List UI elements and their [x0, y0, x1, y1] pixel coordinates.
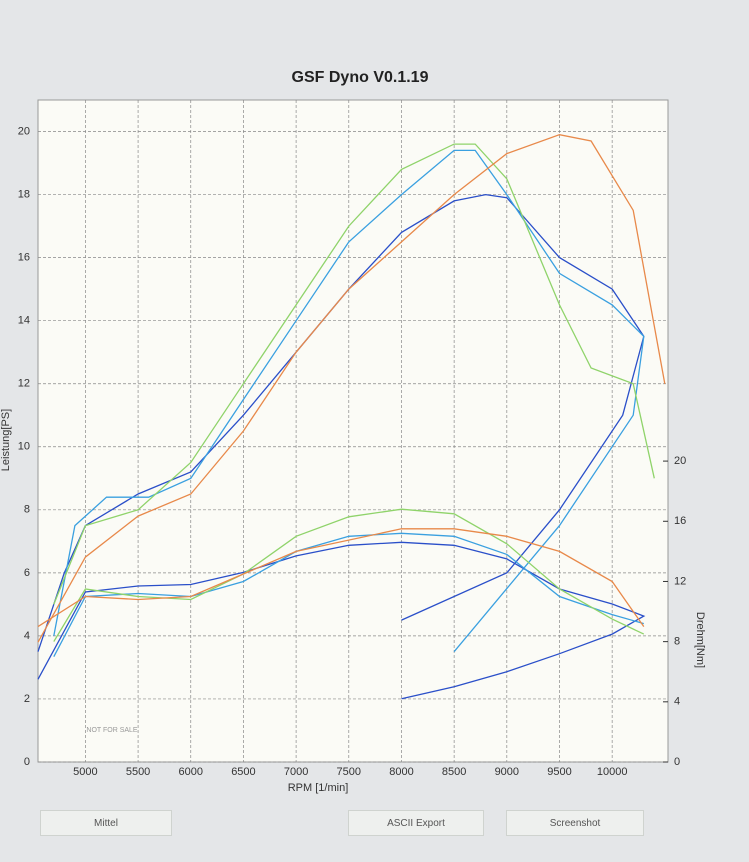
x-tick-label: 6000 [179, 766, 203, 778]
y2-tick-label: 4 [674, 696, 680, 708]
y-tick-label: 4 [24, 630, 30, 642]
line-series [53, 532, 644, 658]
y-tick-label: 14 [18, 315, 30, 327]
y-tick-label: 0 [24, 756, 30, 768]
plot-area [37, 99, 669, 763]
watermark: NOT FOR SALE [86, 727, 138, 734]
x-axis-label: RPM [1/min] [288, 782, 349, 794]
y2-tick-label: 16 [674, 515, 686, 527]
x-tick-label: 7500 [337, 766, 361, 778]
chart-title: GSF Dyno V0.1.19 [292, 69, 429, 86]
x-tick-label: 7000 [284, 766, 308, 778]
chart: GSF Dyno V0.1.19 RPM [1/min] Leistung[PS… [0, 69, 707, 794]
y-tick-label: 8 [24, 504, 30, 516]
x-tick-label: 5000 [73, 766, 97, 778]
y2-axis-label: Drehm[Nm] [694, 612, 706, 668]
y2-tick-label: 0 [674, 756, 680, 768]
x-tick-label: 9500 [547, 766, 571, 778]
button[interactable]: Mittel [40, 810, 172, 836]
x-tick-label: 8000 [389, 766, 413, 778]
y-tick-label: 20 [18, 125, 30, 137]
line-series [53, 508, 645, 642]
x-tick-label: 10000 [597, 766, 628, 778]
y-tick-label: 2 [24, 693, 30, 705]
y-tick-label: 10 [18, 441, 30, 453]
x-tick-label: 8500 [442, 766, 466, 778]
x-tick-label: 6500 [231, 766, 255, 778]
y-tick-label: 16 [18, 252, 30, 264]
button[interactable]: Screenshot [506, 810, 644, 836]
line-series [37, 528, 645, 628]
x-tick-label: 9000 [495, 766, 519, 778]
y2-tick-label: 8 [674, 636, 680, 648]
y-tick-label: 18 [18, 188, 30, 200]
y2-tick-label: 12 [674, 575, 686, 587]
button[interactable]: ASCII Export [348, 810, 484, 836]
x-tick-label: 5500 [126, 766, 150, 778]
line-series [37, 134, 666, 643]
y-tick-label: 12 [18, 378, 30, 390]
line-series [37, 541, 646, 700]
line-series [37, 193, 645, 652]
y2-tick-label: 20 [674, 455, 686, 467]
y-axis-label: Leistung[PS] [0, 409, 12, 471]
y-tick-label: 6 [24, 567, 30, 579]
line-series [53, 143, 655, 605]
line-series [53, 149, 645, 653]
